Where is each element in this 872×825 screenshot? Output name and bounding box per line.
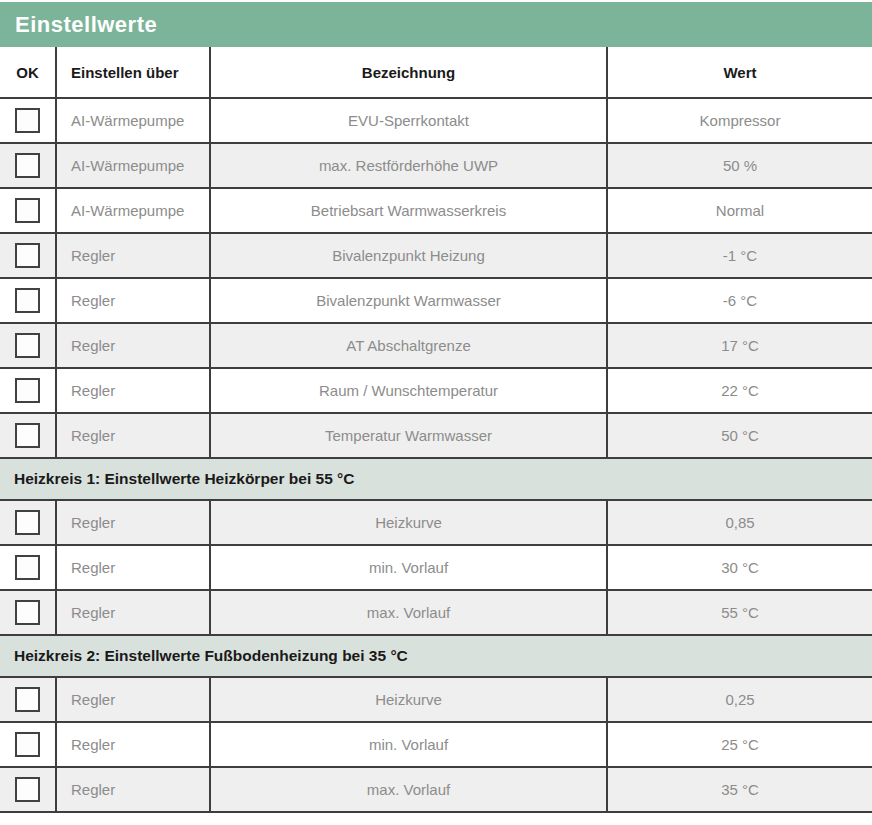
- column-header-wert: Wert: [608, 47, 872, 97]
- via-cell: Regler: [57, 678, 211, 721]
- via-cell: AI-Wärmepumpe: [57, 99, 211, 142]
- column-header-bezeichnung: Bezeichnung: [211, 47, 608, 97]
- via-cell: Regler: [57, 591, 211, 634]
- name-cell: max. Vorlauf: [211, 768, 608, 811]
- name-cell: EVU-Sperrkontakt: [211, 99, 608, 142]
- value-cell: Kompressor: [608, 99, 872, 142]
- table-row: Regler min. Vorlauf 25 °C: [0, 723, 872, 768]
- ok-checkbox[interactable]: [15, 600, 40, 625]
- name-cell: max. Vorlauf: [211, 591, 608, 634]
- value-cell: -1 °C: [608, 234, 872, 277]
- value-cell: 17 °C: [608, 324, 872, 367]
- ok-cell: [0, 414, 57, 457]
- value-cell: 35 °C: [608, 768, 872, 811]
- section-header-heizkreis-1: Heizkreis 1: Einstellwerte Heizkörper be…: [0, 459, 872, 501]
- ok-cell: [0, 369, 57, 412]
- page-title: Einstellwerte: [15, 12, 157, 38]
- ok-checkbox[interactable]: [15, 687, 40, 712]
- via-cell: Regler: [57, 414, 211, 457]
- name-cell: Betriebsart Warmwasserkreis: [211, 189, 608, 232]
- table-row: Regler Bivalenzpunkt Warmwasser -6 °C: [0, 279, 872, 324]
- ok-cell: [0, 324, 57, 367]
- name-cell: max. Restförderhöhe UWP: [211, 144, 608, 187]
- name-cell: Raum / Wunschtemperatur: [211, 369, 608, 412]
- table-row: Regler max. Vorlauf 55 °C: [0, 591, 872, 636]
- table-row: Regler Heizkurve 0,25: [0, 678, 872, 723]
- name-cell: min. Vorlauf: [211, 723, 608, 766]
- ok-checkbox[interactable]: [15, 288, 40, 313]
- name-cell: Bivalenzpunkt Heizung: [211, 234, 608, 277]
- value-cell: 50 %: [608, 144, 872, 187]
- table-row: Regler Temperatur Warmwasser 50 °C: [0, 414, 872, 459]
- name-cell: Heizkurve: [211, 678, 608, 721]
- table-row: Regler Heizkurve 0,85: [0, 501, 872, 546]
- table-title-bar: Einstellwerte: [0, 2, 872, 47]
- name-cell: Heizkurve: [211, 501, 608, 544]
- ok-checkbox[interactable]: [15, 198, 40, 223]
- via-cell: Regler: [57, 501, 211, 544]
- ok-cell: [0, 99, 57, 142]
- column-header-ok: OK: [0, 47, 57, 97]
- value-cell: 50 °C: [608, 414, 872, 457]
- name-cell: Temperatur Warmwasser: [211, 414, 608, 457]
- column-header-einstellen-ueber: Einstellen über: [57, 47, 211, 97]
- ok-checkbox[interactable]: [15, 423, 40, 448]
- ok-cell: [0, 768, 57, 811]
- via-cell: AI-Wärmepumpe: [57, 144, 211, 187]
- ok-checkbox[interactable]: [15, 378, 40, 403]
- table-row: Regler AT Abschaltgrenze 17 °C: [0, 324, 872, 369]
- ok-cell: [0, 591, 57, 634]
- via-cell: Regler: [57, 768, 211, 811]
- value-cell: 30 °C: [608, 546, 872, 589]
- table-row: AI-Wärmepumpe max. Restförderhöhe UWP 50…: [0, 144, 872, 189]
- ok-cell: [0, 723, 57, 766]
- value-cell: 0,25: [608, 678, 872, 721]
- value-cell: 0,85: [608, 501, 872, 544]
- ok-checkbox[interactable]: [15, 153, 40, 178]
- ok-checkbox[interactable]: [15, 333, 40, 358]
- via-cell: Regler: [57, 723, 211, 766]
- name-cell: AT Abschaltgrenze: [211, 324, 608, 367]
- ok-cell: [0, 189, 57, 232]
- value-cell: 25 °C: [608, 723, 872, 766]
- value-cell: -6 °C: [608, 279, 872, 322]
- via-cell: Regler: [57, 546, 211, 589]
- via-cell: Regler: [57, 234, 211, 277]
- einstellwerte-table: Einstellwerte OK Einstellen über Bezeich…: [0, 0, 872, 825]
- value-cell: Normal: [608, 189, 872, 232]
- name-cell: Bivalenzpunkt Warmwasser: [211, 279, 608, 322]
- table-row: Regler max. Vorlauf 35 °C: [0, 768, 872, 813]
- ok-cell: [0, 279, 57, 322]
- value-cell: 55 °C: [608, 591, 872, 634]
- column-header-row: OK Einstellen über Bezeichnung Wert: [0, 47, 872, 99]
- ok-cell: [0, 546, 57, 589]
- ok-cell: [0, 501, 57, 544]
- name-cell: min. Vorlauf: [211, 546, 608, 589]
- ok-checkbox[interactable]: [15, 510, 40, 535]
- via-cell: AI-Wärmepumpe: [57, 189, 211, 232]
- ok-checkbox[interactable]: [15, 108, 40, 133]
- ok-checkbox[interactable]: [15, 732, 40, 757]
- table-row: AI-Wärmepumpe EVU-Sperrkontakt Kompresso…: [0, 99, 872, 144]
- ok-checkbox[interactable]: [15, 777, 40, 802]
- value-cell: 22 °C: [608, 369, 872, 412]
- table-row: Regler Raum / Wunschtemperatur 22 °C: [0, 369, 872, 414]
- section-header-heizkreis-2: Heizkreis 2: Einstellwerte Fußbodenheizu…: [0, 636, 872, 678]
- via-cell: Regler: [57, 279, 211, 322]
- via-cell: Regler: [57, 324, 211, 367]
- ok-cell: [0, 678, 57, 721]
- ok-checkbox[interactable]: [15, 555, 40, 580]
- table-row: Regler min. Vorlauf 30 °C: [0, 546, 872, 591]
- table-row: Regler Bivalenzpunkt Heizung -1 °C: [0, 234, 872, 279]
- ok-cell: [0, 234, 57, 277]
- ok-cell: [0, 144, 57, 187]
- table-row: AI-Wärmepumpe Betriebsart Warmwasserkrei…: [0, 189, 872, 234]
- via-cell: Regler: [57, 369, 211, 412]
- ok-checkbox[interactable]: [15, 243, 40, 268]
